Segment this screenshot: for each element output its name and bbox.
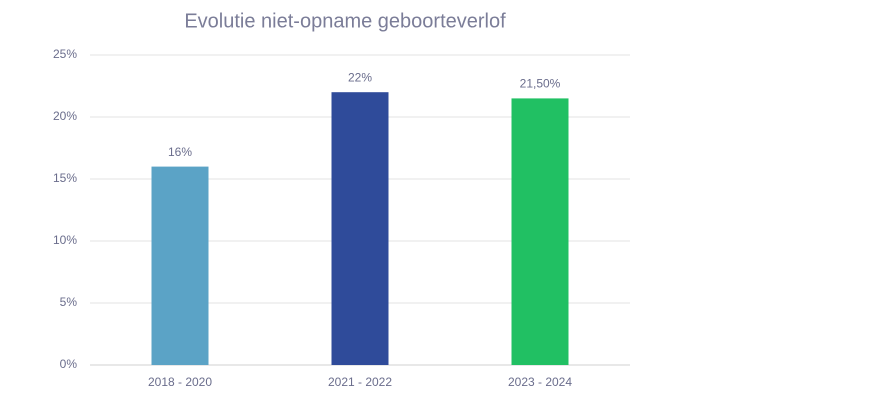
data-label: 16% xyxy=(168,145,192,159)
y-tick-label: 15% xyxy=(53,171,77,185)
x-tick-label: 2023 - 2024 xyxy=(508,375,572,389)
chart-title: Evolutie niet-opname geboorteverlof xyxy=(184,10,506,32)
y-tick-label: 25% xyxy=(53,47,77,61)
y-tick-label: 5% xyxy=(60,295,78,309)
x-tick-label: 2018 - 2020 xyxy=(148,375,212,389)
bar xyxy=(331,92,389,365)
y-tick-label: 20% xyxy=(53,109,77,123)
x-tick-label: 2021 - 2022 xyxy=(328,375,392,389)
y-tick-label: 10% xyxy=(53,233,77,247)
data-label: 22% xyxy=(348,70,372,84)
y-tick-label: 0% xyxy=(60,357,78,371)
bar xyxy=(151,166,209,365)
data-label: 21,50% xyxy=(520,77,561,91)
bar xyxy=(511,98,569,366)
